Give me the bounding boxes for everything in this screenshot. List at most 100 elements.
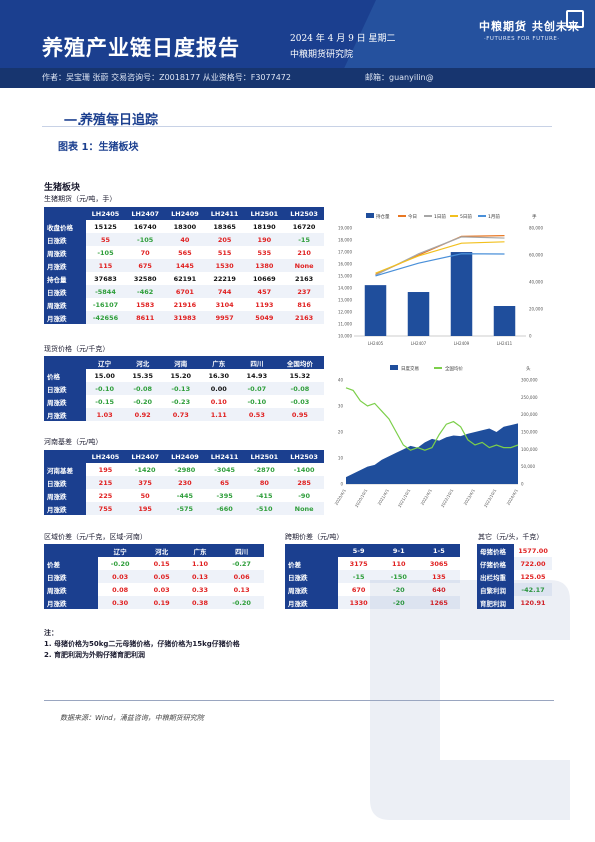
table-cell: 3065 bbox=[429, 559, 448, 568]
table-cell: 1265 bbox=[417, 596, 460, 609]
table-cell: 1.03 bbox=[85, 408, 124, 421]
table-row: 持仓量 37683 32580 62191 22219 10669 2163 bbox=[44, 272, 324, 285]
table-cell: -1420 bbox=[134, 465, 156, 474]
table-cell: 1380 bbox=[244, 259, 285, 272]
table-cell: 6701 bbox=[165, 285, 205, 298]
figure-caption: 图表 1：生猪板块 bbox=[58, 142, 139, 153]
x-tick-label: 2023/4/1 bbox=[463, 488, 477, 506]
x-tick-label: LH2405 bbox=[368, 341, 384, 346]
table-cell: -16107 bbox=[92, 300, 119, 309]
other-table-caption: 其它（元/头，千克） bbox=[478, 533, 544, 541]
table-row: 日涨跌 55 -105 40 205 190 -15 bbox=[44, 233, 324, 246]
table-row: 价格 15.00 15.35 15.20 16.30 14.93 15.32 bbox=[44, 369, 324, 382]
y-tick-left: 17,000 bbox=[338, 250, 352, 255]
table-row: 日涨跌 -5844 -462 6701 744 457 237 bbox=[44, 285, 324, 298]
table-cell: -0.08 bbox=[275, 382, 324, 395]
column-header: LH2407 bbox=[125, 207, 166, 220]
table-cell: 2163 bbox=[295, 274, 314, 283]
source-divider bbox=[44, 700, 554, 701]
table-row: 月涨跌 0.30 0.19 0.38 -0.20 bbox=[44, 596, 264, 609]
table-cell: -660 bbox=[204, 502, 245, 515]
table-cell: -2870 bbox=[253, 465, 275, 474]
y-tick-left: 19,000 bbox=[338, 226, 352, 231]
x-tick-label: 2020/10/1 bbox=[354, 488, 369, 509]
table-cell: 195 bbox=[125, 502, 166, 515]
table-cell: 1530 bbox=[204, 259, 245, 272]
x-tick-label: 2024/4/1 bbox=[506, 488, 520, 506]
row-label: 日涨跌 bbox=[44, 382, 86, 395]
table-cell: 744 bbox=[204, 285, 245, 298]
logo-mark-icon bbox=[566, 10, 584, 28]
table-cell: -150 bbox=[379, 570, 418, 583]
column-header: 5-9 bbox=[337, 544, 380, 557]
table-cell: -0.23 bbox=[171, 397, 191, 406]
legend-swatch bbox=[366, 213, 374, 218]
table-cell: 0.30 bbox=[97, 596, 143, 609]
table-cell: 15.20 bbox=[170, 371, 192, 380]
row-label: 自繁利润 bbox=[477, 583, 515, 596]
table-cell: 565 bbox=[178, 248, 192, 257]
y-tick-right: 100,000 bbox=[521, 447, 538, 452]
table-cell: -0.27 bbox=[232, 559, 251, 568]
row-label: 月涨跌 bbox=[44, 259, 86, 272]
column-header: LH2501 bbox=[244, 207, 285, 220]
y-tick-left: 16,000 bbox=[338, 262, 352, 267]
y-tick-left: 20 bbox=[338, 430, 344, 435]
bar-open-interest bbox=[407, 292, 430, 336]
table-row: 价差 3175 110 3065 bbox=[285, 557, 460, 570]
table-cell: 0.06 bbox=[219, 570, 264, 583]
x-tick-label: 2022/10/1 bbox=[440, 488, 455, 509]
column-header: 河北 bbox=[142, 544, 181, 557]
legend-label: 5日前 bbox=[460, 213, 472, 220]
column-header: LH2503 bbox=[284, 450, 324, 463]
column-header: LH2405 bbox=[85, 207, 126, 220]
table-cell: 70 bbox=[140, 248, 150, 257]
column-header: 辽宁 bbox=[97, 544, 143, 557]
table-cell: 230 bbox=[165, 476, 205, 489]
table-cell: 18190 bbox=[253, 222, 276, 231]
column-header bbox=[44, 450, 86, 463]
table-cell: 14.93 bbox=[246, 371, 268, 380]
table-cell: 0.13 bbox=[180, 570, 220, 583]
table-cell: 0.05 bbox=[142, 570, 181, 583]
table-cell: 0.53 bbox=[237, 408, 276, 421]
row-label: 价差 bbox=[44, 557, 98, 570]
y-tick-left: 15,000 bbox=[338, 274, 352, 279]
column-header: LH2409 bbox=[165, 207, 205, 220]
row-label: 日涨跌 bbox=[44, 285, 86, 298]
table-cell: -510 bbox=[244, 502, 285, 515]
table-cell: -0.10 bbox=[85, 382, 124, 395]
legend-label: 持仓量 bbox=[376, 213, 390, 220]
row-label: 日涨跌 bbox=[44, 570, 98, 583]
header-row: LH2405 LH2407 LH2409 LH2411 LH2501 LH2503 bbox=[44, 207, 324, 220]
axis-unit: 头 bbox=[526, 365, 531, 372]
y-tick-left: 11,000 bbox=[338, 322, 352, 327]
row-label: 出栏均重 bbox=[477, 570, 515, 583]
table-cell: 285 bbox=[284, 476, 324, 489]
y-tick-left: 30 bbox=[338, 404, 344, 409]
table-cell: 0.19 bbox=[142, 596, 181, 609]
table-cell: 1330 bbox=[337, 596, 380, 609]
table-cell: -415 bbox=[256, 491, 273, 500]
spot-table: 辽宁 河北 河南 广东 四川 全国均价 价格 15.00 15.35 15.20 16.30 14.9… bbox=[44, 356, 324, 421]
table-cell: 210 bbox=[297, 248, 311, 257]
y-tick-left: 0 bbox=[340, 482, 343, 487]
table-cell: -3045 bbox=[214, 465, 236, 474]
y-tick-left: 10 bbox=[338, 456, 344, 461]
other-table: 母猪价格1577.00仔猪价格722.00出栏均重125.05自繁利润-42.1… bbox=[477, 544, 552, 609]
report-date: 2024 年 4 月 9 日 星期二 bbox=[290, 34, 396, 44]
row-label: 收盘价格 bbox=[44, 220, 86, 233]
table-cell: None bbox=[284, 502, 324, 515]
table-cell: 37683 bbox=[94, 274, 117, 283]
column-header bbox=[44, 207, 86, 220]
table-cell: -0.15 bbox=[95, 397, 115, 406]
regional-table: 辽宁 河北 广东 四川 价差 -0.20 0.15 1.10 -0.27 日涨跌 0.03 0.05 0… bbox=[44, 544, 264, 609]
table-cell: -0.08 bbox=[123, 382, 162, 395]
table-cell: -105 bbox=[125, 233, 166, 246]
note-line-2: 2. 育肥利润为外购仔猪育肥利润 bbox=[44, 651, 145, 659]
table-cell: 0.73 bbox=[161, 408, 200, 421]
table-row: 日涨跌 0.03 0.05 0.13 0.06 bbox=[44, 570, 264, 583]
y-tick-right: 250,000 bbox=[521, 395, 538, 400]
table-cell: 195 bbox=[98, 465, 113, 474]
table-cell: -0.07 bbox=[237, 382, 276, 395]
